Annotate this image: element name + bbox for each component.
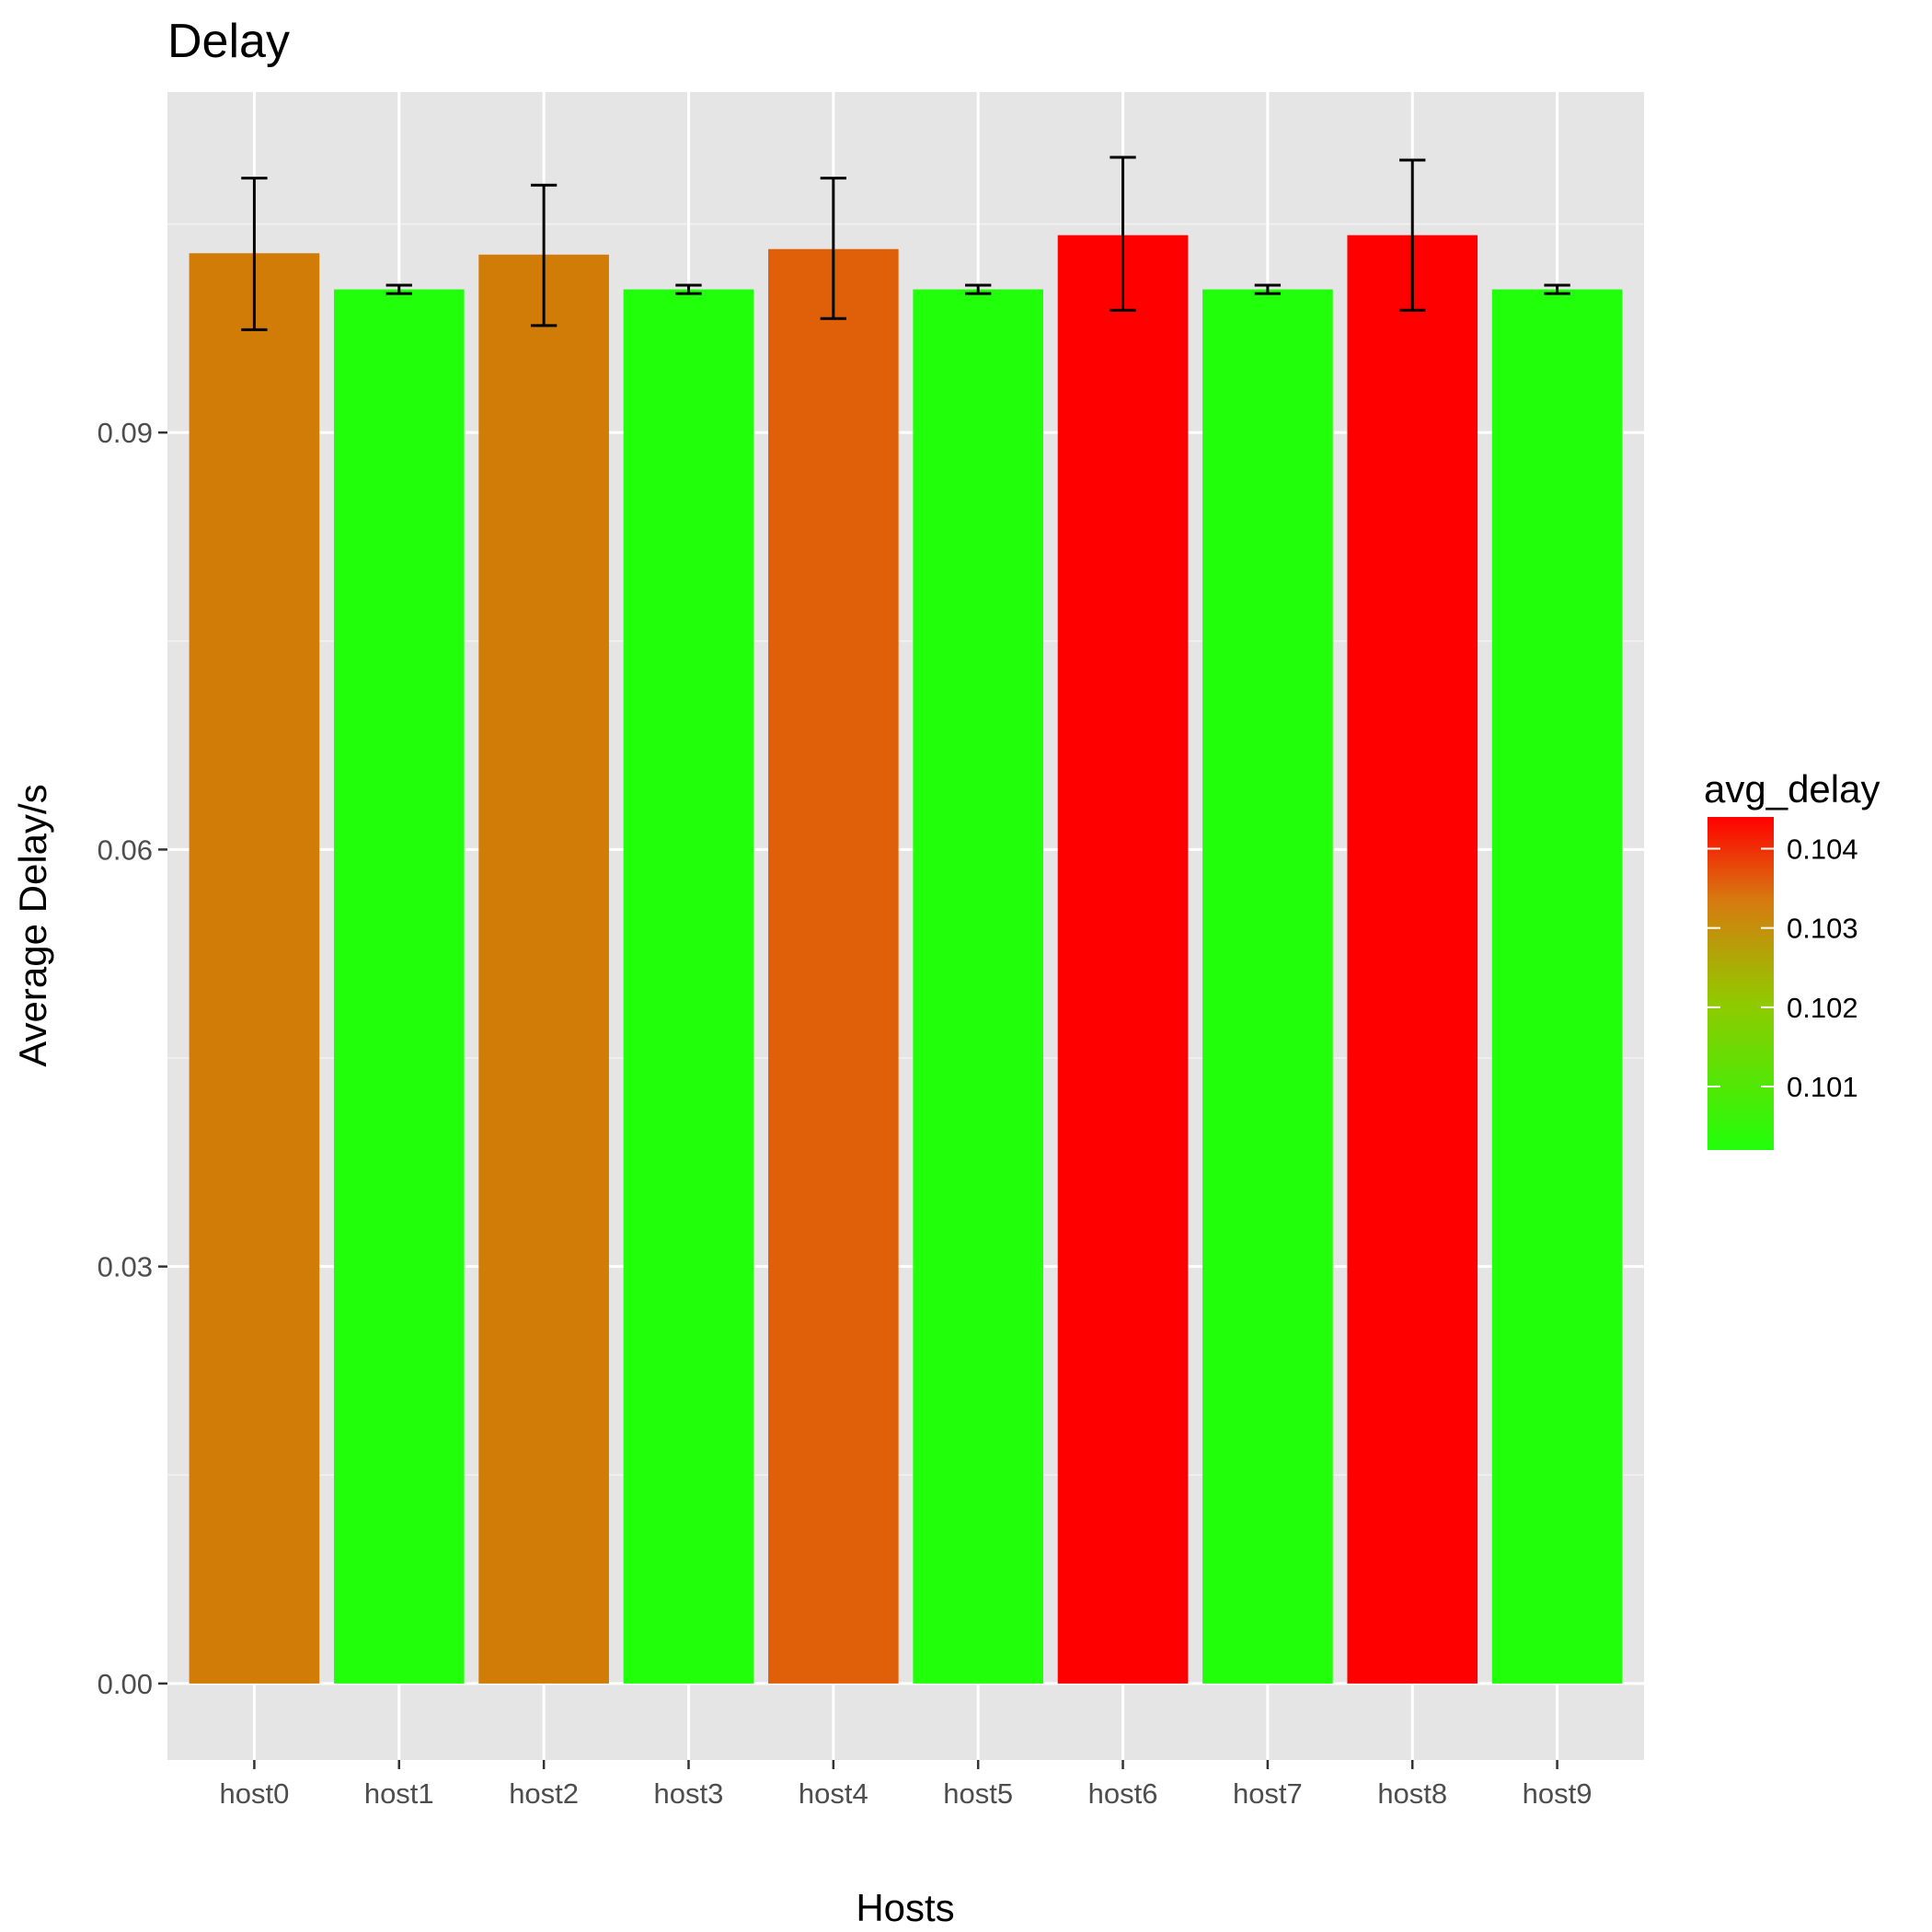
x-tick-label: host8 <box>1377 1777 1447 1810</box>
bar-host7 <box>1202 289 1333 1684</box>
y-tick-label: 0.03 <box>98 1251 153 1283</box>
legend-tick-label: 0.104 <box>1787 833 1858 865</box>
errorbar-host7 <box>1254 283 1282 295</box>
y-tick-label: 0.09 <box>98 417 153 449</box>
bar-host1 <box>333 289 465 1684</box>
x-tick-label: host7 <box>1233 1777 1303 1810</box>
x-tick-label: host0 <box>219 1777 289 1810</box>
bar-host5 <box>913 289 1043 1684</box>
error-bars <box>241 155 1570 331</box>
y-axis-title: Average Delay/s <box>11 784 54 1066</box>
errorbar-host0 <box>241 177 268 331</box>
y-tick-label: 0.00 <box>98 1668 153 1700</box>
errorbar-host1 <box>385 283 412 295</box>
y-axis: 0.00 0.03 0.06 0.09 <box>98 417 167 1700</box>
chart-title: Delay <box>167 15 290 68</box>
errorbar-host2 <box>530 183 558 328</box>
bar-host2 <box>478 254 609 1684</box>
x-tick-label: host2 <box>509 1777 579 1810</box>
bar-host8 <box>1347 235 1478 1684</box>
x-tick-label: host1 <box>364 1777 434 1810</box>
bar-host9 <box>1491 289 1623 1684</box>
legend-ticks: 0.101 0.102 0.103 0.104 <box>1708 833 1858 1103</box>
x-tick-label: host5 <box>943 1777 1013 1810</box>
legend-tick-label: 0.102 <box>1787 992 1858 1024</box>
x-axis-title: Hosts <box>856 1886 954 1929</box>
bar-host6 <box>1057 235 1189 1684</box>
errorbar-host8 <box>1399 158 1426 312</box>
x-tick-label: host9 <box>1523 1777 1593 1810</box>
errorbar-host6 <box>1110 155 1136 312</box>
y-tick-label: 0.06 <box>98 834 153 866</box>
legend-tick-label: 0.101 <box>1787 1071 1858 1103</box>
legend-tick-label: 0.103 <box>1787 913 1858 945</box>
legend-colorbar <box>1708 817 1774 1150</box>
errorbar-host9 <box>1544 283 1570 295</box>
bar-host4 <box>768 248 899 1684</box>
errorbar-host3 <box>675 283 702 295</box>
x-tick-label: host4 <box>799 1777 868 1810</box>
errorbar-host5 <box>965 283 992 295</box>
errorbar-host4 <box>820 177 846 320</box>
x-axis: host0 host1 host2 host3 host4 host5 host6 host7… <box>219 1760 1593 1810</box>
x-tick-label: host6 <box>1088 1777 1158 1810</box>
x-tick-label: host3 <box>654 1777 724 1810</box>
bar-host3 <box>623 289 754 1684</box>
color-legend: avg_delay 0.101 0.102 0.103 0.104 <box>1704 767 1880 1150</box>
legend-title: avg_delay <box>1704 767 1880 811</box>
bars <box>189 235 1623 1684</box>
bar-host0 <box>189 253 320 1684</box>
